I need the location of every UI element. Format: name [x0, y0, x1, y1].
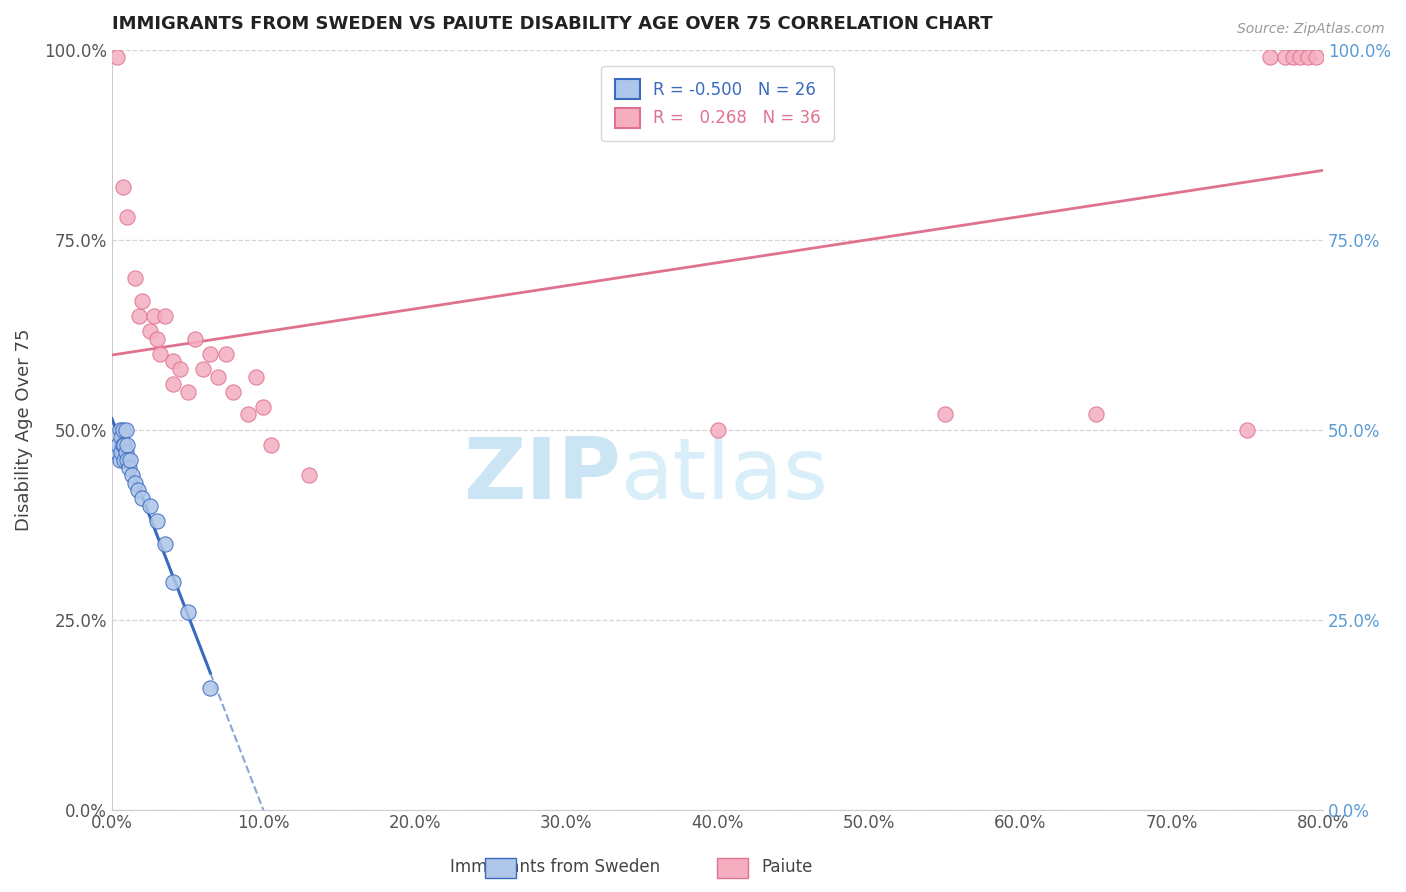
- Text: Source: ZipAtlas.com: Source: ZipAtlas.com: [1237, 22, 1385, 37]
- Point: [105, 445, 128, 459]
- Point: [114, 423, 136, 437]
- Point: [124, 475, 146, 490]
- Point: [298, 468, 321, 483]
- Point: [139, 499, 162, 513]
- Point: [128, 309, 150, 323]
- Point: [1296, 50, 1319, 64]
- Point: [153, 309, 176, 323]
- Point: [105, 50, 128, 64]
- Point: [146, 514, 169, 528]
- Point: [153, 536, 176, 550]
- Legend: R = -0.500   N = 26, R =   0.268   N = 36: R = -0.500 N = 26, R = 0.268 N = 36: [602, 66, 834, 142]
- Point: [115, 438, 138, 452]
- Y-axis label: Disability Age Over 75: Disability Age Over 75: [15, 328, 32, 531]
- Point: [200, 681, 222, 695]
- Point: [207, 369, 229, 384]
- Point: [252, 400, 274, 414]
- Point: [1236, 423, 1258, 437]
- Point: [1305, 50, 1327, 64]
- Point: [115, 210, 138, 224]
- Point: [110, 430, 132, 444]
- Point: [117, 460, 139, 475]
- Point: [146, 332, 169, 346]
- Point: [149, 347, 172, 361]
- Point: [162, 574, 184, 589]
- Point: [169, 362, 191, 376]
- Point: [176, 605, 198, 619]
- Point: [1274, 50, 1296, 64]
- Point: [176, 384, 198, 399]
- Point: [1282, 50, 1305, 64]
- Point: [191, 362, 214, 376]
- Point: [934, 408, 956, 422]
- Point: [124, 270, 146, 285]
- Point: [222, 384, 245, 399]
- Point: [162, 354, 184, 368]
- Point: [131, 491, 153, 505]
- Point: [1289, 50, 1312, 64]
- Point: [1085, 408, 1108, 422]
- Point: [162, 377, 184, 392]
- Point: [112, 453, 135, 467]
- Point: [111, 179, 134, 194]
- Point: [111, 423, 134, 437]
- Point: [143, 309, 166, 323]
- Point: [108, 423, 131, 437]
- Point: [127, 483, 149, 498]
- Text: Paiute: Paiute: [762, 858, 813, 876]
- Point: [1258, 50, 1281, 64]
- Point: [238, 408, 260, 422]
- Point: [111, 438, 134, 452]
- Point: [214, 347, 236, 361]
- Text: atlas: atlas: [620, 434, 828, 516]
- Point: [108, 453, 131, 467]
- Point: [121, 468, 143, 483]
- Point: [115, 453, 138, 467]
- Point: [112, 438, 135, 452]
- Text: Immigrants from Sweden: Immigrants from Sweden: [450, 858, 661, 876]
- Point: [706, 423, 728, 437]
- Point: [260, 438, 283, 452]
- Text: IMMIGRANTS FROM SWEDEN VS PAIUTE DISABILITY AGE OVER 75 CORRELATION CHART: IMMIGRANTS FROM SWEDEN VS PAIUTE DISABIL…: [112, 15, 993, 33]
- Point: [107, 438, 129, 452]
- Point: [114, 445, 136, 459]
- Point: [200, 347, 222, 361]
- Text: ZIP: ZIP: [463, 434, 620, 516]
- Point: [131, 293, 153, 308]
- Point: [110, 445, 132, 459]
- Point: [139, 324, 162, 338]
- Point: [184, 332, 207, 346]
- Point: [245, 369, 267, 384]
- Point: [120, 453, 142, 467]
